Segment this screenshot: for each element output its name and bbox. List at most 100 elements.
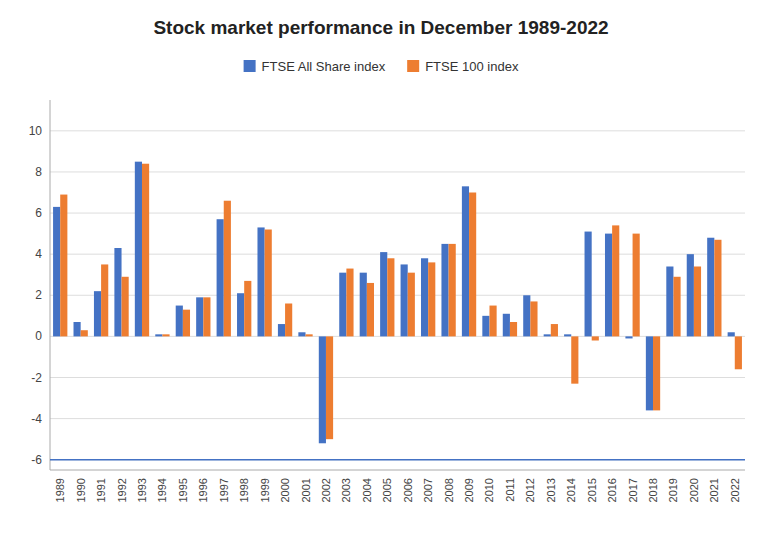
- grid-line: [50, 171, 745, 172]
- grid-line: [50, 254, 745, 255]
- bar: [53, 207, 60, 337]
- x-tick-label: 2000: [279, 478, 291, 502]
- y-tick-label: 6: [35, 206, 42, 220]
- bar: [401, 264, 408, 336]
- bar: [265, 230, 272, 337]
- bar: [571, 336, 578, 383]
- bar-series: [60, 164, 742, 439]
- bar: [203, 297, 210, 336]
- grid-line: [50, 213, 745, 214]
- bar: [74, 322, 81, 336]
- x-tick-label: 1992: [116, 478, 128, 502]
- bar: [60, 195, 67, 337]
- bar: [673, 277, 680, 337]
- legend-label: FTSE 100 index: [425, 59, 519, 74]
- bar: [101, 264, 108, 336]
- bar: [217, 219, 224, 336]
- bar: [551, 324, 558, 336]
- x-tick-label: 1989: [54, 478, 66, 502]
- legend-item: FTSE All Share index: [244, 59, 386, 74]
- x-tick-label: 2010: [483, 478, 495, 502]
- x-tick-label: 1996: [197, 478, 209, 502]
- legend-label: FTSE All Share index: [262, 59, 386, 74]
- title: Stock market performance in December 198…: [153, 17, 608, 38]
- x-axis-line: [50, 470, 745, 471]
- bar: [155, 334, 162, 336]
- bar: [510, 322, 517, 336]
- bar: [94, 291, 101, 336]
- bar: [564, 334, 571, 336]
- legend-swatch: [407, 60, 419, 72]
- bar: [387, 258, 394, 336]
- bar: [653, 336, 660, 410]
- grid-line: [50, 377, 745, 378]
- x-tick-label: 2012: [524, 478, 536, 502]
- x-tick-label: 2004: [361, 478, 373, 502]
- bar: [428, 262, 435, 336]
- bar: [523, 295, 530, 336]
- x-tick-label: 2016: [606, 478, 618, 502]
- bar: [469, 193, 476, 337]
- bar: [298, 332, 305, 336]
- bar: [687, 254, 694, 336]
- grid-line: [50, 295, 745, 296]
- legend: FTSE All Share index FTSE 100 index: [244, 59, 519, 74]
- bar: [544, 334, 551, 336]
- bar: [237, 293, 244, 336]
- bar: [612, 225, 619, 336]
- bar: [707, 238, 714, 337]
- bar: [530, 301, 537, 336]
- bar: [367, 283, 374, 336]
- x-tick-label: 2022: [729, 478, 741, 502]
- bar: [380, 252, 387, 336]
- bar: [285, 304, 292, 337]
- bar: [735, 336, 742, 369]
- bar: [625, 336, 632, 338]
- bar: [114, 248, 121, 336]
- grid-line: [50, 459, 745, 460]
- y-tick-label: 2: [35, 288, 42, 302]
- bar: [326, 336, 333, 439]
- bar: [421, 258, 428, 336]
- x-tick-label: 1995: [177, 478, 189, 502]
- bar: [142, 164, 149, 337]
- y-tick-label: 10: [29, 124, 43, 138]
- x-tick-label: 1998: [238, 478, 250, 502]
- bar: [162, 334, 169, 336]
- bar: [306, 334, 313, 336]
- x-tick-label: 2001: [300, 478, 312, 502]
- x-tick-label: 1997: [218, 478, 230, 502]
- bar: [482, 316, 489, 337]
- y-axis-line: [50, 100, 51, 470]
- bar: [605, 234, 612, 337]
- plot-area: [50, 162, 745, 460]
- x-tick-label: 1999: [259, 478, 271, 502]
- bar: [278, 324, 285, 336]
- x-tick-label: 2018: [647, 478, 659, 502]
- bar: [633, 234, 640, 337]
- bar: [135, 162, 142, 337]
- y-tick-label: 4: [35, 247, 42, 261]
- bar: [441, 244, 448, 337]
- x-tick-label: 2006: [402, 478, 414, 502]
- bar: [646, 336, 653, 410]
- y-tick-label: 0: [35, 329, 42, 343]
- bar: [81, 330, 88, 336]
- x-tick-label: 2011: [504, 478, 516, 502]
- bar: [503, 314, 510, 337]
- bar: [714, 240, 721, 337]
- chart: Stock market performance in December 198…: [0, 0, 762, 550]
- bar: [489, 306, 496, 337]
- bar: [346, 269, 353, 337]
- bar: [224, 201, 231, 337]
- bar: [244, 281, 251, 337]
- bar: [183, 310, 190, 337]
- bar: [339, 273, 346, 337]
- background: [0, 0, 762, 550]
- bar: [666, 267, 673, 337]
- x-tick-label: 2014: [565, 478, 577, 502]
- grid-line: [50, 130, 745, 131]
- legend-swatch: [244, 60, 256, 72]
- bar: [585, 232, 592, 337]
- x-tick-label: 2003: [340, 478, 352, 502]
